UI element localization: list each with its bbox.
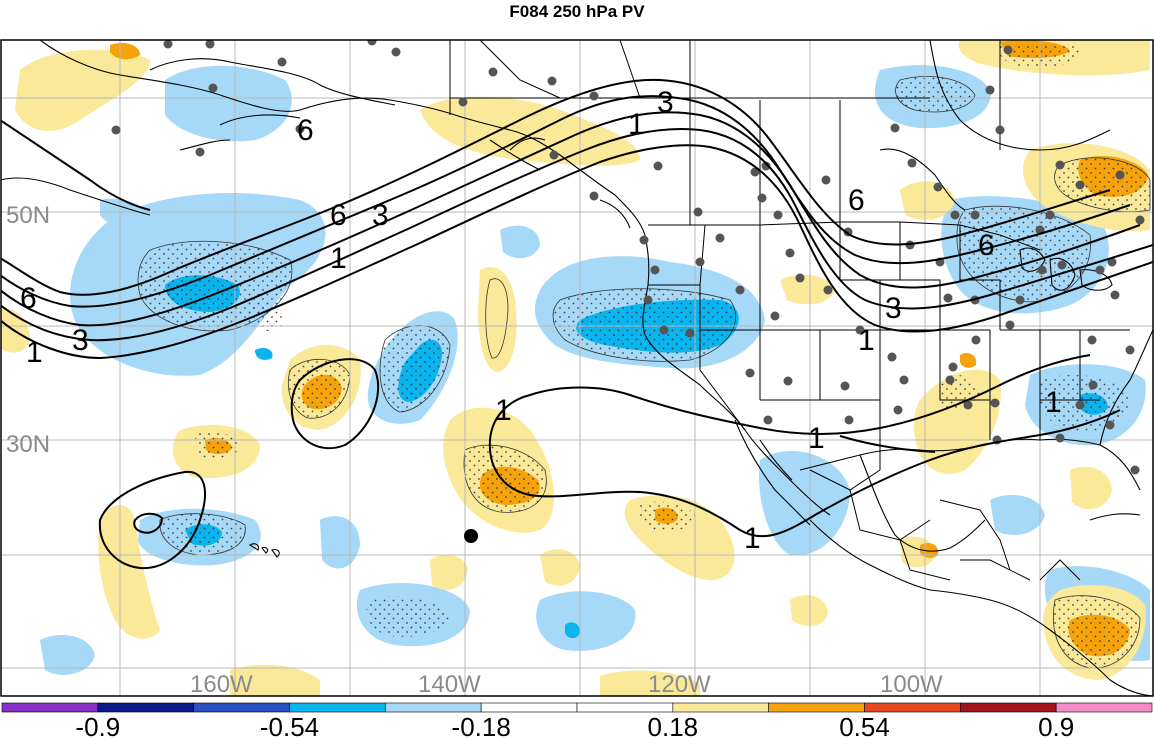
contour-label-1: 1 xyxy=(26,336,43,369)
contour-label-1: 1 xyxy=(808,422,825,455)
colorbar-label: 0.18 xyxy=(648,712,699,739)
contour-label-1: 1 xyxy=(628,108,645,141)
colorbar-label: -0.9 xyxy=(75,712,120,739)
contour-label-1: 1 xyxy=(495,394,512,427)
colorbar-label: 0.54 xyxy=(839,712,890,739)
colorbar-swatch xyxy=(960,702,1057,713)
colorbar-swatch xyxy=(1055,702,1153,713)
lat-label-50n: 50N xyxy=(6,202,50,229)
pv-contours xyxy=(1,78,1153,570)
colorbar-swatch xyxy=(672,702,769,713)
contour-label-6: 6 xyxy=(978,229,995,262)
colorbar: -0.9 -0.54 -0.18 0.18 0.54 0.9 xyxy=(1,702,1153,739)
contour-label-3: 3 xyxy=(657,86,674,119)
map-title: F084 250 hPa PV xyxy=(509,2,645,21)
colorbar-swatch xyxy=(385,702,482,713)
contour-label-6: 6 xyxy=(330,199,347,232)
map-frame xyxy=(0,39,1154,697)
contour-labels: 6 6 3 1 6 3 1 3 1 6 6 3 1 1 1 1 1 xyxy=(20,86,1062,555)
contour-label-6: 6 xyxy=(297,114,314,147)
colorbar-swatch xyxy=(1,702,99,713)
contour-label-3: 3 xyxy=(72,324,89,357)
colorbar-swatch xyxy=(480,702,578,713)
contour-label-6: 6 xyxy=(848,184,865,217)
lon-label-140w: 140W xyxy=(418,671,481,698)
colorbar-swatch xyxy=(576,702,674,713)
colorbar-swatch xyxy=(193,702,290,713)
contour-label-1: 1 xyxy=(858,324,875,357)
colorbar-swatch xyxy=(768,702,865,713)
lon-label-120w: 120W xyxy=(648,671,711,698)
lon-label-100w: 100W xyxy=(880,671,943,698)
contour-label-1: 1 xyxy=(330,242,347,275)
colorbar-label: -0.18 xyxy=(452,712,511,739)
coastlines xyxy=(1,40,1153,696)
contour-label-1: 1 xyxy=(744,522,761,555)
colorbar-label: 0.9 xyxy=(1038,712,1074,739)
contour-label-3: 3 xyxy=(372,199,389,232)
lat-lon-grid xyxy=(1,40,1153,696)
station-markers xyxy=(111,40,1145,475)
contour-label-3: 3 xyxy=(885,292,902,325)
colorbar-swatch xyxy=(289,702,386,713)
lat-label-30n: 30N xyxy=(6,431,50,458)
colorbar-swatch xyxy=(864,702,961,713)
contour-label-1: 1 xyxy=(1045,386,1062,419)
contour-label-6: 6 xyxy=(20,282,37,315)
colorbar-swatch xyxy=(97,702,194,713)
lon-label-160w: 160W xyxy=(190,671,253,698)
target-point-marker xyxy=(464,529,478,543)
colorbar-label: -0.54 xyxy=(260,712,319,739)
